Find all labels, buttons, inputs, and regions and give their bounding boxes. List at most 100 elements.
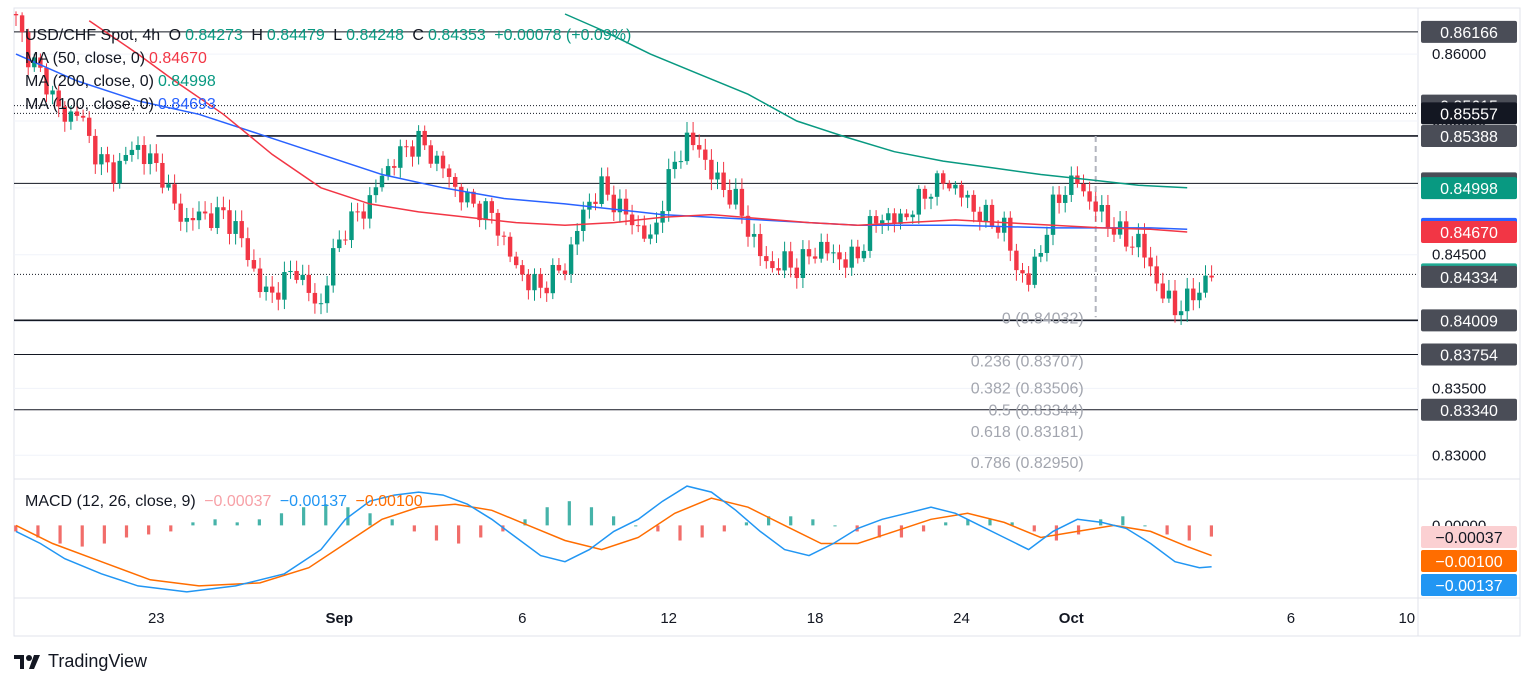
macd-legend[interactable]: MACD (12, 26, close, 9) −0.00037 −0.0013… [25,492,427,512]
candle-body [928,196,934,199]
candle-body [733,188,738,205]
macd-hist-bar [479,525,483,538]
price-badge: 0.84998 [1421,177,1517,200]
ma50-legend[interactable]: MA (50, close, 0) 0.84670 [25,49,211,69]
candle-body [782,251,787,271]
ma200-legend[interactable]: MA (200, close, 0) 0.84998 [25,72,220,92]
candle-body [160,162,165,188]
tradingview-brand[interactable]: TradingView [14,651,147,672]
candle-body [373,187,379,196]
candle-body [361,211,366,219]
candle-body [745,215,751,237]
candle-body [965,194,970,198]
price-badge-label: 0.84334 [1440,270,1498,287]
price-badge-bg [1421,309,1517,332]
macd-hist-bar [235,522,239,526]
candle-body [599,176,604,204]
macd-hist-bar [766,516,771,526]
open-value: 0.84273 [185,27,243,44]
price-badge-label: 0.83754 [1440,347,1498,364]
candle-body [483,201,488,221]
macd-badge-label: −0.00137 [1435,578,1502,595]
price-badge: 0.85388 [1421,124,1517,147]
candle-body [898,213,903,224]
candle-body [581,209,586,231]
macd-badge: −0.00037 [1421,526,1517,548]
close-value: 0.84353 [427,27,486,44]
candle-body [440,155,446,169]
candle-body [154,153,159,163]
ma100-legend[interactable]: MA (100, close, 0) 0.84693 [25,95,220,115]
high-label: H [251,27,263,44]
fib-level-label: 0.236 (0.83707) [971,354,1084,371]
candle-body [300,274,305,280]
candle-body [263,286,269,293]
price-badge-bg [1421,124,1517,147]
candle-body [501,235,507,237]
candle-body [446,168,452,177]
candle-body [1056,194,1062,203]
macd-hist-bar [1076,525,1081,535]
candle-body [196,211,202,221]
macd-hist-bar [1187,525,1191,541]
candle-body [13,14,19,16]
candle-body [849,246,854,268]
macd-badge: −0.00100 [1421,550,1517,572]
candle-body [562,270,568,274]
candle-body [544,287,549,294]
candle-body [605,176,610,195]
candle-body [751,233,757,237]
macd-hist-bar [412,525,416,532]
candle-body [221,207,226,211]
price-badge-bg [1421,343,1517,366]
macd-hist-bar [1209,525,1213,537]
candle-body [1166,290,1172,299]
candle-body [611,194,616,213]
candle-body [1160,283,1165,299]
candle-body [38,57,43,68]
candle-body [629,214,635,226]
candle-body [532,274,537,291]
candle-body [892,213,897,224]
candle-body [1142,233,1147,258]
candle-body [739,188,745,216]
macd-hist-bar [147,525,151,535]
candle-body [1154,266,1159,284]
macd-hist-bar [944,522,948,526]
low-label: L [333,27,343,44]
candle-body [306,274,311,293]
candle-body [1026,273,1031,285]
candle-body [1197,292,1202,301]
price-badge-label: 0.85388 [1440,129,1498,146]
candle-body [788,251,793,268]
macd-hist-bar [434,525,439,541]
price-badge: 0.84334 [1421,265,1517,288]
macd-hist-bar [302,507,306,526]
high-value: 0.84479 [266,27,325,44]
time-tick-label: Oct [1059,610,1084,627]
candle-body [556,264,562,271]
ma200-label: MA (200, close, 0) [25,73,154,90]
macd-hist-bar [877,525,881,538]
candle-body [770,261,775,269]
candle-body [477,203,482,221]
candle-body [117,160,122,184]
candle-body [80,115,86,118]
candle-body [50,90,55,95]
candle-body [1130,246,1135,248]
price-badge-label: 0.84998 [1440,181,1498,198]
candle-body [697,145,702,150]
candle-body [507,236,513,257]
candle-body [776,268,781,271]
candle-body [587,201,592,210]
macd-hist-bar [1143,525,1147,527]
macd-histogram [14,501,1213,547]
macd-hist-bar [191,522,195,526]
candle-body [831,252,836,254]
candle-body [520,265,525,275]
candle-body [392,166,397,168]
macd-signal-line [15,497,1212,587]
macd-hist-bar [1054,525,1059,541]
candle-body [1014,250,1019,271]
